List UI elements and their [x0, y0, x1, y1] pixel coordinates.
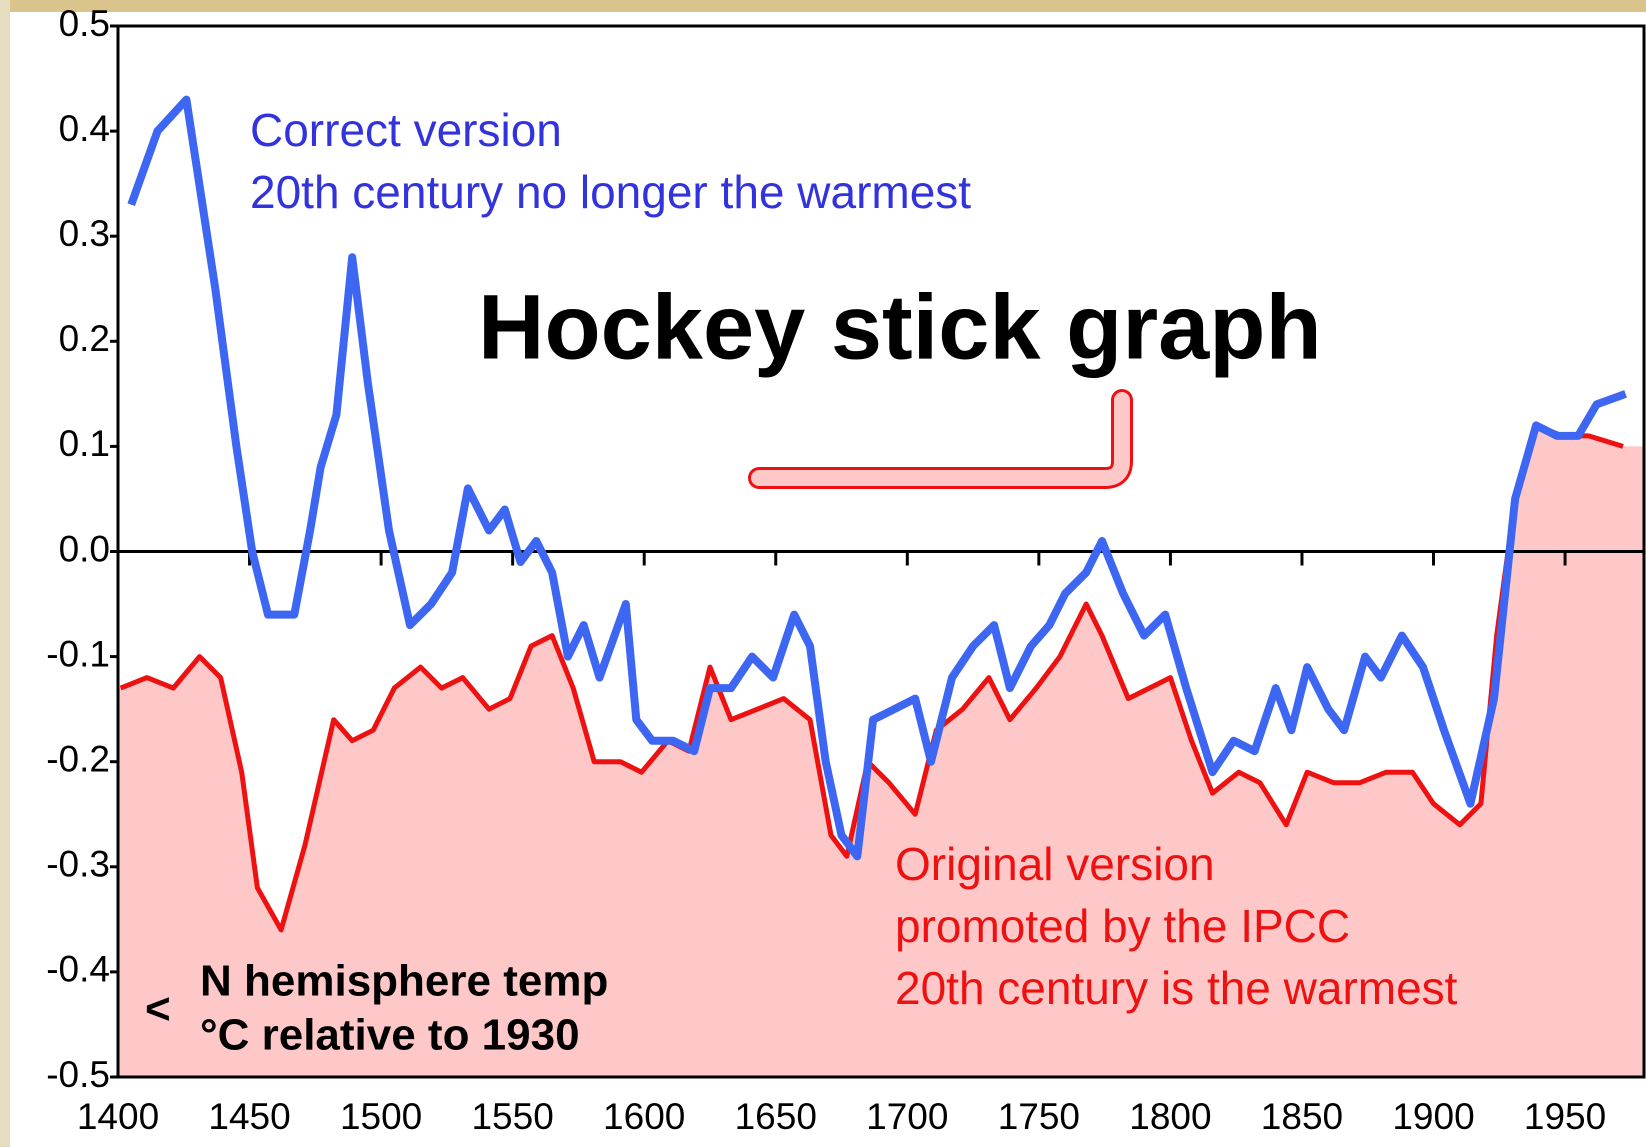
top-border: [0, 0, 1646, 12]
annotation: promoted by the IPCC: [895, 900, 1350, 952]
x-tick-label: 1850: [1261, 1096, 1343, 1137]
chart-title: Hockey stick graph: [478, 276, 1322, 378]
x-tick-label: 1700: [866, 1096, 948, 1137]
y-tick-label: -0.2: [46, 738, 110, 779]
series-line: [119, 422, 1624, 933]
x-tick-label: 1650: [735, 1096, 817, 1137]
x-tick-label: 1950: [1524, 1096, 1606, 1137]
axis-note: N hemisphere temp: [200, 957, 608, 1006]
area: [118, 425, 1644, 1077]
x-tick-label: 1450: [208, 1096, 290, 1137]
x-tick-label: 1400: [77, 1096, 159, 1137]
y-tick-label: 0.3: [59, 213, 110, 254]
series-line: [127, 95, 1627, 861]
y-tick-label: 0.1: [59, 423, 110, 464]
annotation: <: [145, 985, 171, 1034]
series-label: Original version: [895, 838, 1215, 890]
series-label: Correct version: [250, 104, 562, 156]
y-tick-label: -0.4: [46, 949, 110, 990]
y-tick-label: -0.5: [46, 1054, 110, 1095]
x-tick-label: 1800: [1129, 1096, 1211, 1137]
x-tick-label: 1550: [471, 1096, 553, 1137]
x-tick-label: 1750: [998, 1096, 1080, 1137]
plot-frame: [116, 24, 1646, 1079]
y-tick-label: 0.4: [59, 108, 110, 149]
y-tick-label: -0.1: [46, 633, 110, 674]
y-tick-label: 0.2: [59, 318, 110, 359]
hockey-stick-icon: [751, 392, 1130, 486]
x-tick-label: 1900: [1392, 1096, 1474, 1137]
y-tick-label: 0.0: [59, 528, 110, 569]
y-tick-label: 0.5: [59, 3, 110, 44]
plot-area: 0.50.40.30.20.10.0-0.1-0.2-0.3-0.4-0.514…: [46, 3, 1646, 1137]
annotation: 20th century no longer the warmest: [250, 166, 971, 218]
y-tick-label: -0.3: [46, 844, 110, 885]
left-border: [0, 0, 10, 1147]
annotation: 20th century is the warmest: [895, 962, 1458, 1014]
axis-note: °C relative to 1930: [200, 1011, 580, 1060]
x-tick-label: 1600: [603, 1096, 685, 1137]
x-tick-label: 1500: [340, 1096, 422, 1137]
